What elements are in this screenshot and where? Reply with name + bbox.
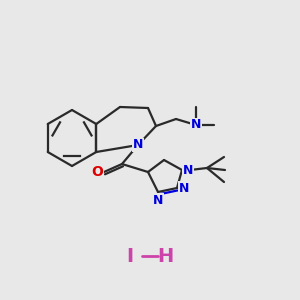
Text: N: N xyxy=(191,118,201,131)
Text: H: H xyxy=(157,247,173,266)
Text: N: N xyxy=(153,194,163,207)
Text: N: N xyxy=(133,139,143,152)
Text: N: N xyxy=(183,164,194,176)
Text: N: N xyxy=(179,182,189,194)
Text: I: I xyxy=(126,247,134,266)
Text: O: O xyxy=(91,165,103,179)
